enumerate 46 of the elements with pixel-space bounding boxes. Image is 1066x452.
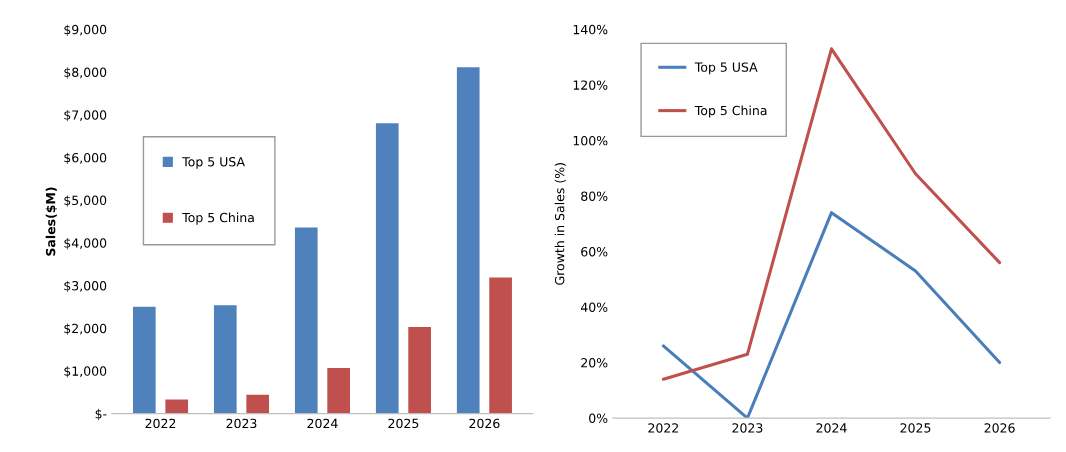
bar (165, 399, 189, 414)
bar (408, 326, 431, 414)
legend-label: Top 5 China (694, 105, 767, 118)
y-tick-label: 20% (581, 358, 608, 368)
y-axis-title: Sales($M) (45, 187, 58, 256)
legend-label: Top 5 China (182, 212, 254, 225)
bar (375, 123, 399, 414)
x-tick-label: 2024 (307, 418, 338, 429)
y-tick-label: 120% (573, 80, 608, 90)
y-tick-label: 140% (573, 24, 608, 35)
y-tick-label: $1,000 (64, 366, 107, 378)
x-tick-label: 2023 (226, 418, 257, 429)
y-tick-label: $8,000 (64, 67, 107, 79)
bar (294, 227, 318, 414)
x-tick-label: 2022 (145, 418, 176, 429)
y-tick-label: $9,000 (64, 24, 107, 36)
x-tick-label: 2023 (732, 423, 763, 433)
y-tick-label: 0% (589, 413, 608, 424)
y-axis-title: Growth in Sales (%) (554, 163, 566, 285)
x-tick-label: 2026 (984, 423, 1015, 433)
y-tick-label: $4,000 (64, 238, 107, 250)
y-tick-label: $- (95, 408, 107, 421)
x-tick-label: 2022 (648, 423, 679, 433)
y-tick-label: 40% (580, 302, 608, 312)
bar (489, 277, 512, 414)
y-tick-label: 80% (581, 191, 608, 201)
bar (213, 305, 237, 414)
bar (132, 306, 156, 414)
x-tick-label: 2025 (388, 418, 419, 429)
legend-label: Top 5 USA (694, 62, 758, 75)
y-tick-label: $2,000 (64, 323, 107, 335)
y-tick-label: $7,000 (64, 110, 107, 122)
line-series (661, 47, 1002, 381)
bar (246, 394, 270, 414)
y-tick-label: 60% (581, 246, 608, 257)
y-tick-label: $6,000 (64, 152, 107, 165)
legend-label: Top 5 USA (182, 156, 245, 169)
bar (327, 367, 350, 414)
y-tick-label: $3,000 (64, 280, 107, 293)
y-tick-label: $5,000 (64, 195, 107, 207)
bar (456, 67, 480, 414)
y-tick-label: 100% (573, 135, 608, 146)
line-series (661, 211, 1002, 419)
x-tick-label: 2026 (469, 418, 500, 429)
x-tick-label: 2025 (900, 423, 931, 433)
x-tick-label: 2024 (816, 423, 847, 433)
